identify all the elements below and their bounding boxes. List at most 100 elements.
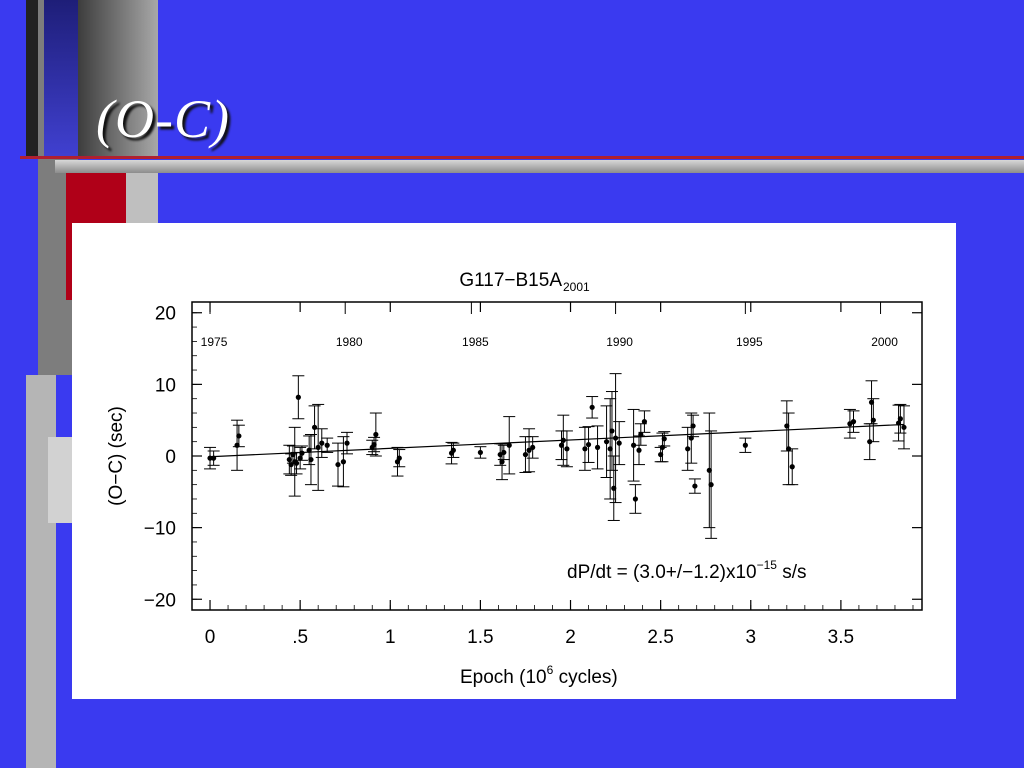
point-marker [506,442,512,448]
data-point [633,435,646,466]
point-marker [706,467,712,473]
point-marker [612,435,619,441]
x-axis: 0 .5 1 1.5 2 2.5 3 3.5 [205,302,914,648]
fit-annotation-exponent: −15 [757,558,778,572]
point-marker [477,449,483,456]
point-marker [319,440,325,446]
point-marker [340,459,347,465]
data-point [604,398,617,500]
point-marker [636,447,642,453]
data-point [609,373,622,504]
x-tick-label: 1 [385,627,396,648]
data-point [605,391,618,471]
x-tick-label: 3.5 [828,627,854,648]
data-point [369,412,382,457]
point-marker [371,441,377,448]
oc-chart: G117−B15A 2001 0 .5 1 1.5 2 2.5 3 3.5 20 10 0 −10 −… [106,270,923,688]
y-tick-label: 0 [165,447,176,468]
data-point [332,442,344,487]
data-point [627,408,640,482]
data-point [523,428,536,473]
x-tick-label: 1.5 [467,627,493,648]
point-marker [308,456,314,463]
data-point [685,412,698,464]
y-tick-label: −20 [144,590,176,611]
x-tick-label: .5 [292,627,308,648]
data-point [658,431,671,447]
point-marker [211,455,217,461]
data-point [578,426,591,471]
point-marker [344,440,350,446]
point-marker [603,439,610,445]
year-tick-label: 1975 [201,335,228,349]
data-point [303,435,316,466]
y-tick-label: −10 [144,519,176,540]
point-marker [324,442,330,448]
data-point [705,430,718,539]
point-marker [895,420,902,426]
year-axis: 1975 1980 1985 1990 1995 2000 [201,302,898,349]
data-point [739,437,752,453]
data-point [292,375,305,420]
data-point [207,450,220,466]
point-marker [708,482,714,488]
x-tick-label: 2.5 [647,627,673,648]
data-point [474,446,487,459]
data-point [496,443,509,481]
chart-title-main: G117−B15A [459,270,562,291]
data-point [503,416,516,475]
data-point [634,423,647,446]
data-point [703,412,716,529]
data-point [393,449,406,468]
point-marker [616,440,622,446]
point-marker [585,441,592,448]
data-point [526,436,539,459]
point-marker [501,449,507,456]
y-axis: 20 10 0 −10 −20 [144,304,922,611]
y-tick-label: 10 [155,375,176,396]
data-point [366,439,379,456]
x-axis-label-suffix: cycles) [553,667,617,688]
point-marker [450,447,456,453]
decor-bar-light [126,173,158,223]
decor-bar-left-gray [26,375,56,768]
data-point [337,436,350,488]
point-marker [661,436,667,442]
data-point [447,442,460,458]
point-marker [609,428,615,434]
decor-bar-navy [44,0,78,156]
data-point [294,446,307,470]
decor-bar-gray-mid [78,0,158,156]
point-marker [297,455,303,461]
x-tick-label: 3 [745,627,756,648]
data-point [613,421,626,466]
title-underline-red [20,156,1024,159]
year-tick-label: 1990 [606,335,633,349]
point-marker [901,424,907,430]
point-marker [373,431,379,438]
data-point [786,448,799,486]
point-marker [236,433,242,439]
title-underline-gray [55,160,1024,173]
point-marker [611,485,617,491]
point-marker [560,437,566,443]
decor-bar-left-light [48,437,72,523]
point-marker [742,442,748,448]
fit-annotation-suffix: s/s [777,562,807,583]
point-marker [594,444,601,451]
point-marker [692,483,698,489]
data-point [283,444,296,475]
data-point [591,425,604,470]
chart-panel: G117−B15A 2001 0 .5 1 1.5 2 2.5 3 3.5 20 10 0 −10 −… [72,223,956,699]
point-marker [638,431,644,438]
point-marker [293,460,300,466]
data-point [582,426,595,463]
point-marker [286,456,292,463]
data-point [341,431,354,455]
x-tick-label: 0 [205,627,216,648]
y-axis-label: (O−C) (sec) [106,406,127,506]
data-point [560,430,573,468]
data-point [867,398,880,443]
data-point [654,446,667,463]
data-point [368,436,381,453]
